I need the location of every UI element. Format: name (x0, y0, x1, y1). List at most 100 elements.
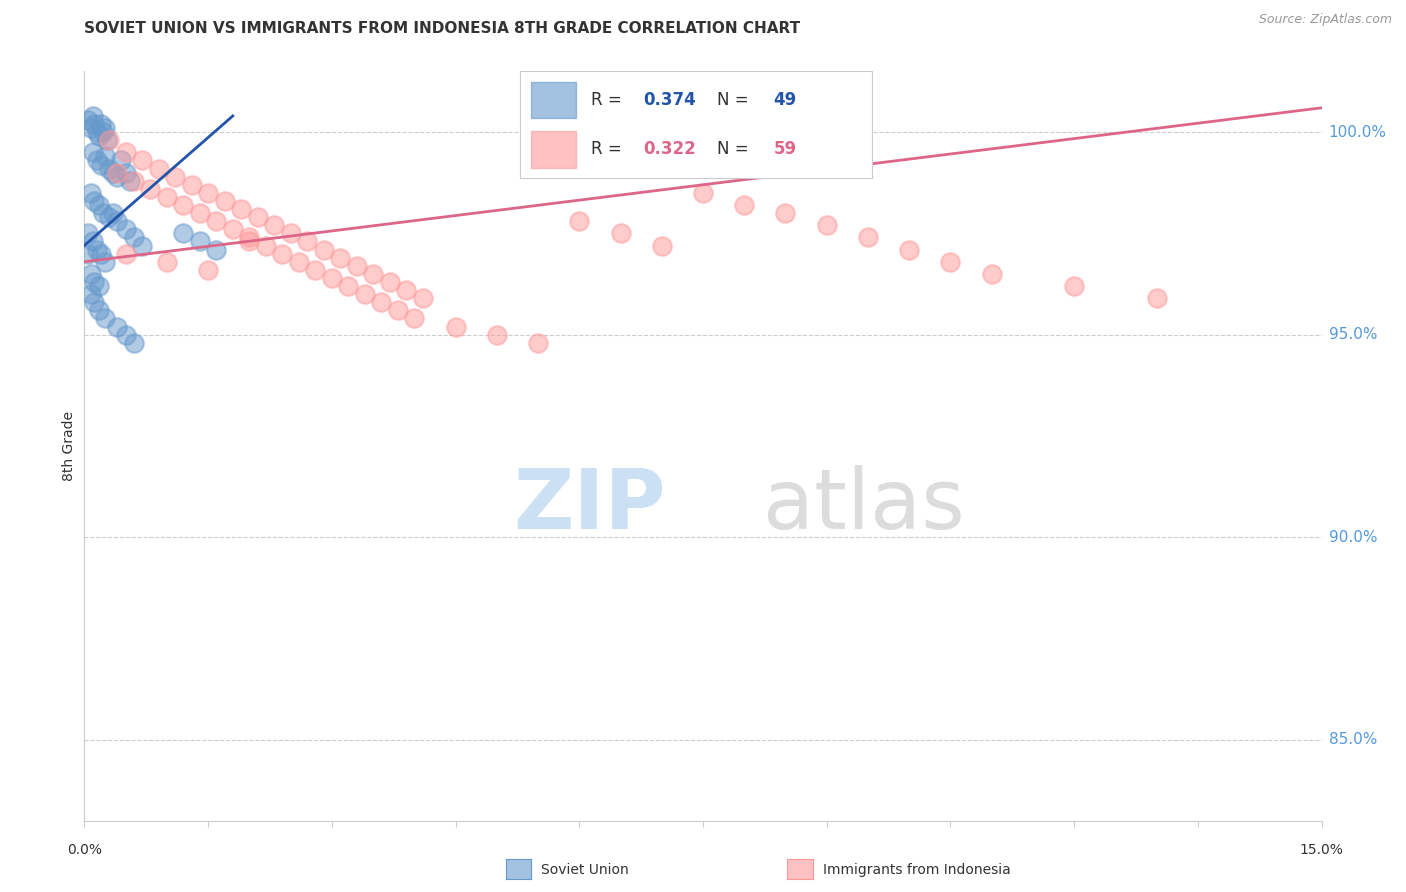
Point (91, 206, 114, 220)
Point (288, 254, 311, 268)
Point (404, 311, 426, 326)
Point (939, 254, 962, 268)
Point (131, 238, 153, 252)
Text: 59: 59 (773, 141, 796, 159)
Point (378, 275, 401, 289)
Point (98, 210, 121, 224)
Point (114, 145, 136, 160)
Point (86, 153, 108, 168)
Text: 0.374: 0.374 (644, 91, 696, 109)
Point (122, 230, 145, 244)
Point (568, 214, 591, 228)
Point (156, 190, 179, 204)
Point (205, 243, 228, 257)
Point (114, 222, 136, 236)
Text: atlas: atlas (763, 466, 965, 547)
Point (527, 335, 550, 350)
Point (188, 206, 211, 220)
Text: 15.0%: 15.0% (1299, 843, 1344, 857)
Point (263, 219, 285, 233)
Point (83, 194, 105, 208)
Point (114, 327, 136, 342)
Point (172, 227, 194, 241)
Point (1063, 279, 1085, 293)
Point (444, 319, 467, 334)
Point (86, 125, 108, 139)
Point (898, 243, 921, 257)
Point (329, 251, 352, 265)
Point (238, 230, 260, 244)
Point (733, 198, 755, 212)
Point (856, 230, 879, 244)
Text: R =: R = (591, 141, 627, 159)
Y-axis label: 8th Grade: 8th Grade (62, 411, 76, 481)
Point (148, 161, 170, 176)
Point (90, 117, 112, 131)
Text: 49: 49 (773, 91, 797, 109)
Text: Immigrants from Indonesia: Immigrants from Indonesia (823, 863, 1011, 877)
Point (82, 235, 104, 249)
Point (222, 222, 245, 236)
Point (83, 295, 105, 310)
Point (651, 238, 673, 252)
Point (370, 295, 392, 310)
Point (80, 186, 103, 200)
Text: R =: R = (591, 91, 627, 109)
Point (156, 254, 179, 268)
Point (94, 121, 117, 136)
Point (280, 227, 302, 241)
Point (197, 262, 219, 277)
Point (1146, 291, 1168, 305)
Point (89, 303, 111, 318)
Point (83, 117, 105, 131)
Point (980, 267, 1002, 281)
Point (114, 166, 136, 180)
Text: 100.0%: 100.0% (1329, 125, 1386, 140)
Point (165, 169, 187, 184)
Point (105, 166, 128, 180)
Point (103, 206, 125, 220)
Point (80, 287, 103, 301)
Point (82, 145, 104, 160)
Text: 0.0%: 0.0% (67, 843, 101, 857)
Point (139, 182, 162, 196)
Point (295, 235, 318, 249)
Point (110, 153, 132, 168)
Point (304, 262, 326, 277)
Point (346, 259, 368, 273)
Point (775, 206, 797, 220)
Point (412, 291, 434, 305)
Point (271, 246, 294, 260)
Point (229, 202, 252, 216)
Point (89, 279, 111, 293)
Point (246, 210, 269, 224)
Text: 90.0%: 90.0% (1329, 530, 1376, 545)
Point (395, 283, 418, 297)
Point (118, 174, 141, 188)
Text: N =: N = (717, 141, 754, 159)
Point (114, 246, 136, 260)
Point (94, 311, 117, 326)
Text: Source: ZipAtlas.com: Source: ZipAtlas.com (1258, 13, 1392, 27)
Point (238, 235, 260, 249)
Point (77, 246, 100, 260)
Point (254, 238, 277, 252)
Point (98, 133, 121, 147)
Point (312, 243, 335, 257)
Point (105, 319, 128, 334)
Point (122, 174, 145, 188)
Point (96, 133, 118, 147)
Point (321, 271, 343, 285)
Point (94, 149, 117, 163)
Point (353, 287, 375, 301)
Point (205, 214, 228, 228)
Point (337, 279, 360, 293)
Point (83, 275, 105, 289)
Point (122, 335, 145, 350)
Text: ZIP: ZIP (513, 466, 666, 547)
Point (387, 303, 409, 318)
Text: 85.0%: 85.0% (1329, 732, 1376, 747)
Point (94, 254, 117, 268)
Point (485, 327, 508, 342)
Point (172, 198, 194, 212)
